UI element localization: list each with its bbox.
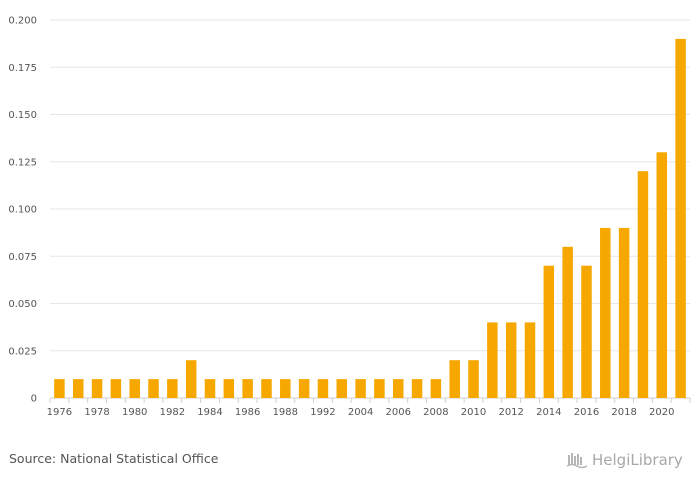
x-tick-label: 2020 [649, 407, 674, 418]
x-tick-label: 1978 [84, 407, 109, 418]
x-tick-label: 2016 [574, 407, 599, 418]
bar-2004[interactable] [355, 379, 366, 398]
x-tick-label: 2010 [461, 407, 486, 418]
y-axis-ticks: 0 0.025 0.050 0.075 0.100 0.125 0.150 0.175 0.20… [8, 16, 37, 405]
x-tick-label: 2018 [611, 407, 636, 418]
bar-2003[interactable] [336, 379, 348, 398]
bar-2013[interactable] [524, 322, 536, 398]
y-tick-label: 0.050 [8, 299, 37, 310]
bar-2007[interactable] [411, 379, 423, 398]
bar-2012[interactable] [505, 322, 517, 398]
bar-2021[interactable] [675, 38, 686, 399]
y-tick-label: 0 [31, 394, 37, 405]
bar-2006[interactable] [392, 379, 404, 398]
y-tick-label: 0.025 [8, 346, 37, 357]
bar-1986[interactable] [242, 379, 253, 398]
bar-2020[interactable] [656, 152, 668, 398]
x-tick-label: 1986 [235, 407, 260, 418]
x-tick-label: 1982 [160, 407, 185, 418]
x-tick-label: 2004 [348, 407, 373, 418]
x-tick-label: 2008 [423, 407, 448, 418]
y-tick-label: 0.125 [8, 157, 37, 168]
bar-2017[interactable] [600, 227, 611, 398]
x-tick-label: 2006 [386, 407, 411, 418]
bar-1992[interactable] [317, 379, 329, 398]
x-axis-ticks: 1976 1978 1980 1982 1984 1986 1988 1992 2004 2006… [47, 398, 691, 418]
brand-logo[interactable]: HelgiLibrary [566, 448, 683, 472]
bar-1981[interactable] [148, 379, 159, 398]
bar-1989[interactable] [298, 379, 310, 398]
x-tick-label: 1988 [273, 407, 298, 418]
bar-2014[interactable] [543, 265, 555, 398]
bar-1979[interactable] [110, 379, 122, 398]
bar-2005[interactable] [374, 379, 385, 398]
bars [54, 38, 686, 399]
bar-2010[interactable] [468, 360, 479, 398]
bar-1980[interactable] [129, 379, 140, 398]
bar-1978[interactable] [91, 379, 103, 398]
bar-2016[interactable] [581, 265, 592, 398]
bar-1977[interactable] [72, 379, 84, 398]
bar-2019[interactable] [637, 171, 649, 398]
bar-2008[interactable] [430, 379, 442, 398]
x-tick-label: 1992 [310, 407, 335, 418]
bar-2009[interactable] [449, 360, 460, 398]
bar-1987[interactable] [261, 379, 272, 398]
y-tick-label: 0.150 [8, 110, 37, 121]
helgi-library-logo-icon [566, 453, 588, 469]
bar-2018[interactable] [618, 227, 630, 398]
brand-name: HelgiLibrary [592, 451, 683, 469]
gridlines [50, 19, 690, 399]
bar-1982[interactable] [167, 379, 178, 398]
y-tick-label: 0.075 [8, 252, 37, 263]
bar-2015[interactable] [562, 246, 573, 398]
bar-2011[interactable] [487, 322, 498, 398]
bar-1985[interactable] [223, 379, 235, 398]
x-tick-label: 1976 [47, 407, 72, 418]
source-note: Source: National Statistical Office [9, 451, 219, 466]
bar-1976[interactable] [54, 379, 65, 398]
bar-1984[interactable] [204, 379, 216, 398]
bar-1988[interactable] [280, 379, 291, 398]
y-tick-label: 0.200 [8, 16, 37, 27]
bar-1983[interactable] [185, 360, 197, 398]
x-tick-label: 1984 [197, 407, 222, 418]
x-tick-label: 2012 [498, 407, 523, 418]
y-tick-label: 0.175 [8, 63, 37, 74]
x-tick-label: 1980 [122, 407, 147, 418]
y-tick-label: 0.100 [8, 205, 37, 216]
x-tick-label: 2014 [536, 407, 561, 418]
